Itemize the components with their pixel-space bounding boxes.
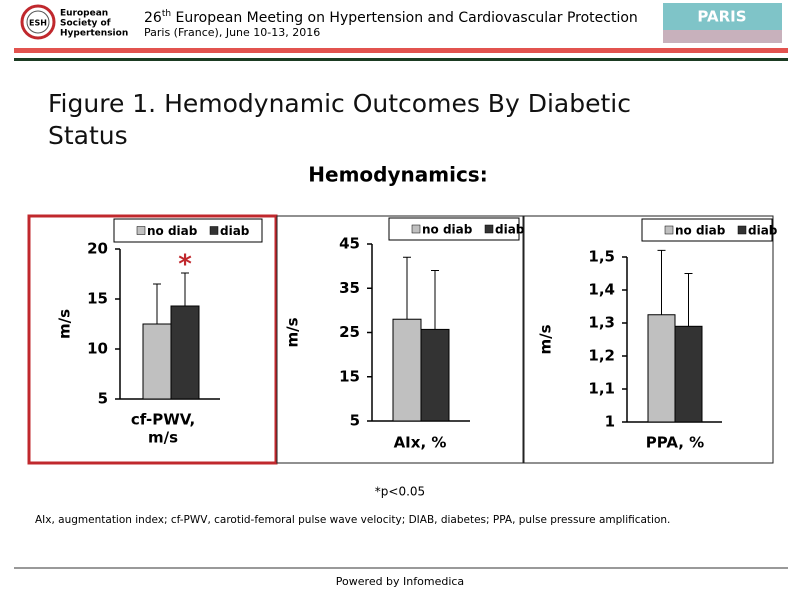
y-tick-label: 15 xyxy=(339,367,360,385)
y-tick-label: 20 xyxy=(87,240,108,258)
legend-swatch xyxy=(136,226,146,235)
logo-core xyxy=(26,10,50,34)
significance-note: *p<0.05 xyxy=(375,485,425,499)
legend-swatch xyxy=(209,226,219,235)
bar xyxy=(420,328,450,422)
legend-box xyxy=(388,217,520,241)
legend-label: no diab xyxy=(422,223,473,237)
error-bar xyxy=(403,256,411,320)
bar xyxy=(142,323,172,400)
logo-text: Society of xyxy=(60,19,111,29)
footer-rule xyxy=(14,567,788,569)
y-axis-label: m/s xyxy=(56,309,74,339)
y-tick-label: 1,3 xyxy=(588,314,615,332)
bar xyxy=(170,305,200,400)
x-axis-label: PPA, % xyxy=(646,434,704,452)
abbreviations: AIx, augmentation index; cf-PWV, carotid… xyxy=(35,514,670,526)
paris-badge-band xyxy=(663,30,782,43)
error-bar xyxy=(181,272,189,306)
legend-label: diab xyxy=(495,223,525,237)
section-title: Hemodynamics: xyxy=(308,163,487,187)
bar xyxy=(647,314,676,423)
meeting-suffix: th xyxy=(162,9,171,19)
legend-box xyxy=(113,218,263,243)
x-axis-label: m/s xyxy=(148,429,178,447)
y-tick-label: 1,1 xyxy=(588,380,615,398)
significance-mark: * xyxy=(178,250,192,280)
legend-label: diab xyxy=(220,224,250,238)
meeting-number: 26 xyxy=(144,10,162,26)
x-axis-label: AIx, % xyxy=(394,434,447,452)
y-tick-label: 10 xyxy=(87,340,108,358)
legend-label: no diab xyxy=(147,224,198,238)
logo-text: European xyxy=(60,9,108,19)
bar xyxy=(392,318,422,422)
y-tick-label: 35 xyxy=(339,279,360,297)
x-axis-label: cf-PWV, xyxy=(131,411,195,429)
logo-ring xyxy=(20,4,56,40)
legend-box xyxy=(641,218,773,242)
y-tick-label: 1,2 xyxy=(588,347,615,365)
bar xyxy=(674,325,703,423)
y-tick-label: 45 xyxy=(339,235,360,253)
header-rule-green xyxy=(14,58,788,61)
legend-swatch xyxy=(484,224,494,234)
y-axis-label: m/s xyxy=(284,317,302,347)
legend-swatch xyxy=(411,224,421,234)
paris-badge-text: PARIS xyxy=(697,8,746,26)
y-tick-label: 5 xyxy=(98,390,108,408)
legend-label: diab xyxy=(748,224,778,238)
y-tick-label: 1,4 xyxy=(588,281,615,299)
meeting-title-text: European Meeting on Hypertension and Car… xyxy=(171,10,638,26)
y-tick-label: 1 xyxy=(605,413,615,431)
footer: Powered by Infomedica xyxy=(336,575,464,588)
legend-swatch xyxy=(737,225,747,235)
y-tick-label: 5 xyxy=(350,412,360,430)
error-bar xyxy=(153,283,161,324)
y-tick-label: 15 xyxy=(87,290,108,308)
error-bar xyxy=(657,249,666,315)
y-tick-label: 25 xyxy=(339,323,360,341)
meeting-title: 26th European Meeting on Hypertension an… xyxy=(144,9,638,27)
legend-label: no diab xyxy=(675,224,726,238)
meeting-place: Paris (France), June 10-13, 2016 xyxy=(144,26,320,39)
figure-title: Figure 1. Hemodynamic Outcomes By Diabet… xyxy=(48,89,631,150)
header-rule-red xyxy=(14,48,788,53)
chart-frame xyxy=(276,215,524,464)
y-axis-label: m/s xyxy=(537,324,555,354)
y-tick-label: 1,5 xyxy=(588,248,615,266)
legend-swatch xyxy=(664,225,674,235)
error-bar xyxy=(684,273,693,327)
error-bar xyxy=(431,270,439,330)
chart-frame xyxy=(523,215,774,464)
chart-frame xyxy=(27,214,278,465)
logo-abbr: ESH xyxy=(29,19,47,28)
logo-text: Hypertension xyxy=(60,29,128,39)
